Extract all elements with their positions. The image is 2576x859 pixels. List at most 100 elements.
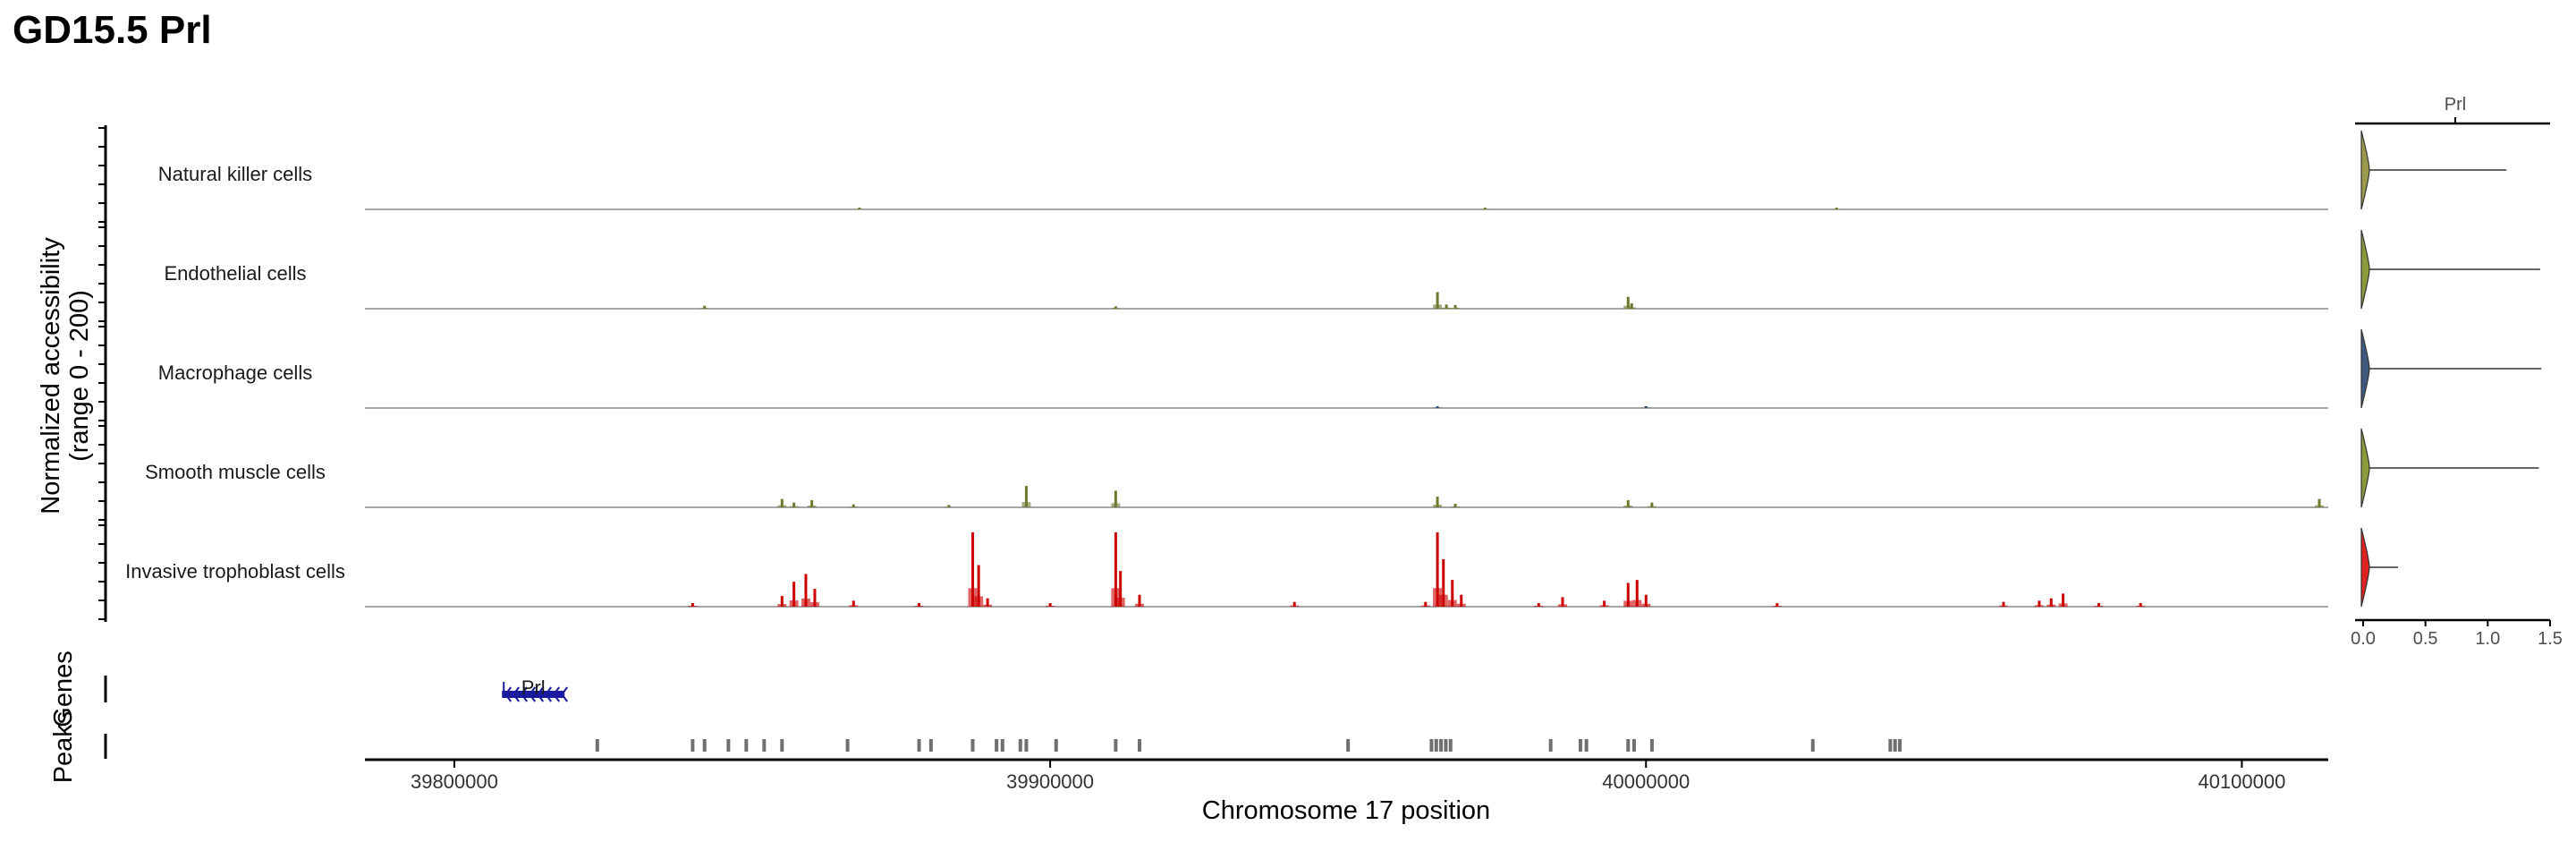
coverage-peak-shoulder — [1420, 605, 1430, 607]
coverage-peak-shoulder — [914, 606, 924, 607]
coverage-peak — [986, 598, 989, 607]
coverage-peak — [1644, 406, 1648, 408]
peak-region — [995, 739, 999, 752]
violin-x-tick-label: 1.0 — [2475, 629, 2500, 649]
coverage-peak-shoulder — [2034, 605, 2044, 607]
coverage-peak — [1453, 305, 1457, 309]
coverage-peak — [1483, 208, 1487, 209]
coverage-peak-shoulder — [1021, 502, 1031, 507]
peak-region — [1893, 739, 1897, 752]
coverage-peak-shoulder — [1456, 603, 1466, 607]
peak-region — [726, 739, 731, 752]
coverage-peak-shoulder — [849, 605, 859, 607]
coverage-peak — [1436, 532, 1439, 607]
coverage-peak-shoulder — [1433, 407, 1443, 408]
coverage-peak — [2062, 593, 2065, 607]
strand-arrow — [528, 686, 537, 702]
strand-arrow — [544, 686, 553, 702]
violin-shape — [2360, 328, 2370, 409]
track-label: Invasive trophoblast cells — [125, 560, 345, 583]
violin-x-tick-label: 1.5 — [2538, 629, 2563, 649]
peak-region — [1548, 739, 1553, 752]
coverage-peak — [947, 505, 951, 507]
expression-violin-panel: Prl 0.0 0.5 1.0 1.5 — [2351, 95, 2563, 649]
y-axis-label-line1: Normalized accessibility — [37, 237, 65, 515]
violin-shape — [2360, 527, 2370, 608]
coverage-peak-shoulder — [1641, 603, 1651, 607]
coverage-peak — [1114, 306, 1117, 309]
coverage-peak-shoulder — [849, 506, 859, 507]
coverage-peak-shoulder — [789, 600, 799, 607]
gene-row-label: Genes — [49, 651, 78, 727]
coverage-peak — [1424, 601, 1428, 607]
coverage-peak — [780, 498, 784, 507]
coverage-peak — [1436, 292, 1439, 309]
peak-region — [744, 739, 749, 752]
coverage-peak-shoulder — [699, 308, 709, 309]
peak-region — [1138, 739, 1142, 752]
coverage-peak — [691, 603, 694, 607]
coverage-peak — [804, 574, 808, 607]
violin-x-tick-label: 0.0 — [2351, 629, 2376, 649]
coverage-peak — [852, 504, 855, 507]
coverage-peak-shoulder — [1451, 308, 1461, 309]
coverage-peak-shoulder — [1442, 307, 1452, 309]
peak-annotation-row: Peaks — [49, 711, 1902, 783]
coverage-peak-shoulder — [2094, 606, 2104, 607]
peak-region — [1444, 739, 1448, 752]
strand-arrow — [512, 686, 521, 702]
gene-body — [502, 691, 565, 698]
coverage-peak-shoulder — [1647, 506, 1657, 507]
peak-region — [970, 739, 975, 752]
coverage-peak — [1114, 532, 1117, 607]
coverage-peak — [1442, 558, 1445, 607]
coverage-peak — [852, 600, 855, 607]
x-axis-label: Chromosome 17 position — [1202, 796, 1490, 825]
coverage-peak — [810, 500, 814, 507]
violin-shape — [2360, 130, 2370, 210]
coverage-peak-shoulder — [1599, 605, 1609, 607]
track-label: Smooth muscle cells — [145, 461, 326, 483]
coverage-peak-shoulder — [1534, 606, 1544, 607]
peak-region — [1054, 739, 1058, 752]
coverage-peak — [1451, 580, 1454, 607]
x-axis-tick-label: 39800000 — [411, 770, 498, 793]
coverage-peak — [2002, 601, 2005, 607]
coverage-peak-shoulder — [1111, 308, 1121, 309]
coverage-peak-shoulder — [789, 506, 799, 507]
coverage-peak-shoulder — [2058, 603, 2068, 607]
coverage-peak-shoulder — [1623, 506, 1633, 507]
coverage-peak-shoulder — [2136, 606, 2146, 607]
peak-region — [702, 739, 707, 752]
coverage-peak — [977, 565, 980, 607]
peak-region — [1888, 739, 1893, 752]
x-axis: 39800000 39900000 40000000 40100000 — [365, 758, 2328, 793]
coverage-peak — [1024, 486, 1028, 507]
peak-region — [1114, 739, 1118, 752]
coverage-peak — [2097, 603, 2101, 607]
coverage-peak — [1436, 497, 1439, 507]
coverage-peak — [1603, 600, 1606, 607]
strand-arrow — [504, 686, 513, 702]
coverage-peak-shoulder — [1641, 407, 1651, 408]
peak-region — [1448, 739, 1453, 752]
gene-name: Prl — [521, 676, 546, 699]
strand-arrow — [536, 686, 545, 702]
peak-region — [928, 739, 933, 752]
coverage-peak-shoulder — [1433, 588, 1443, 607]
coverage-peak-shoulder — [809, 602, 819, 607]
coverage-peak-shoulder — [1433, 304, 1443, 309]
coverage-peak — [1835, 208, 1838, 209]
coverage-peak — [703, 305, 707, 309]
coverage-peak-shoulder — [968, 588, 978, 607]
peak-region — [1584, 739, 1589, 752]
x-axis-tick-label: 40000000 — [1602, 770, 1690, 793]
coverage-peak-shoulder — [2046, 604, 2056, 607]
y-axis — [98, 125, 107, 622]
track-label: Endothelial cells — [165, 262, 307, 285]
coverage-peak-shoulder — [777, 505, 787, 507]
coverage-peak — [970, 532, 974, 607]
coverage-peak — [858, 208, 861, 209]
peak-region — [1649, 739, 1654, 752]
coverage-peak — [1775, 603, 1779, 607]
